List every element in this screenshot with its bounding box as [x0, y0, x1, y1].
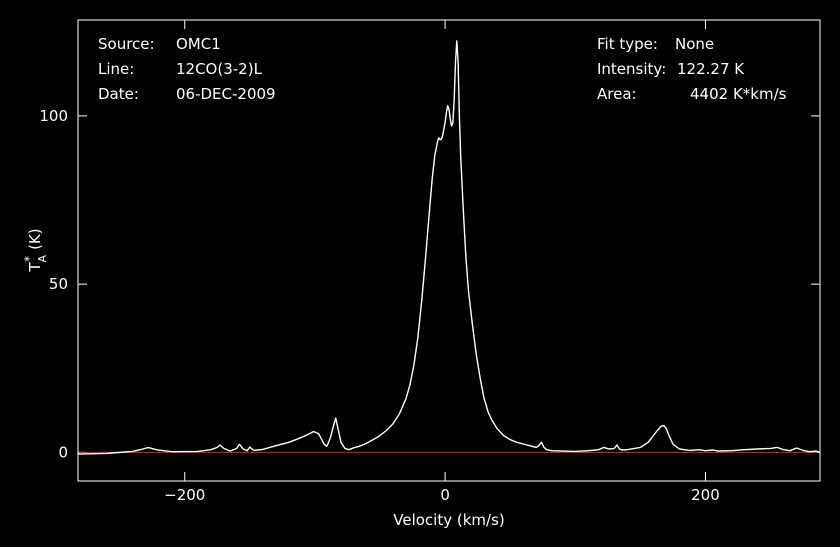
y-tick-label: 100 — [39, 107, 68, 125]
x-axis-label: Velocity (km/s) — [393, 511, 504, 529]
x-tick-label: 200 — [691, 486, 720, 504]
x-tick-label: 0 — [440, 486, 450, 504]
y-axis-label-sup: * — [22, 256, 36, 262]
fit-type-value: None — [675, 35, 715, 53]
y-axis-label-unit: (K) — [26, 228, 44, 250]
date-value: 06-DEC-2009 — [176, 85, 276, 103]
line-value: 12CO(3-2)L — [176, 60, 262, 78]
y-tick-label: 50 — [49, 275, 68, 293]
area-label: Area: — [597, 85, 637, 103]
y-axis-label: TA* (K) — [22, 228, 49, 272]
spectrum-line — [77, 40, 821, 455]
area-value: 4402 K*km/s — [690, 85, 787, 103]
intensity-value: 122.27 K — [677, 60, 745, 78]
intensity-label: Intensity: — [597, 60, 667, 78]
y-ticks: 0 50 100 — [39, 107, 820, 461]
plot-frame — [77, 19, 821, 482]
y-axis-label-main: T — [26, 262, 44, 273]
x-tick-label: −200 — [164, 486, 205, 504]
source-label: Source: — [98, 35, 155, 53]
line-label: Line: — [98, 60, 135, 78]
source-value: OMC1 — [176, 35, 221, 53]
fit-type-label: Fit type: — [597, 35, 658, 53]
date-label: Date: — [98, 85, 139, 103]
x-ticks: −200 0 200 — [164, 20, 720, 504]
svg-text:TA*(K): TA* (K) — [22, 228, 49, 272]
y-axis-label-sub: A — [36, 254, 49, 262]
y-tick-label: 0 — [58, 443, 68, 461]
